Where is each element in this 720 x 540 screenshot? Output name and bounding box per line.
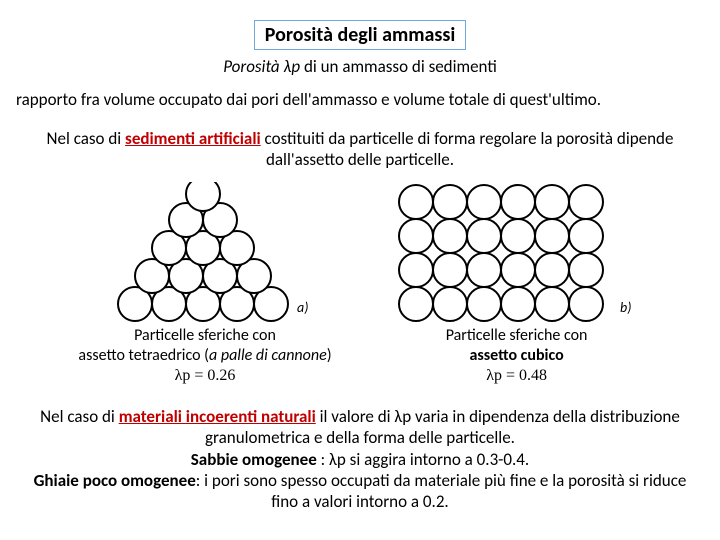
bottom-bold2: Sabbie omogenee [191, 449, 317, 470]
fig-a-line2-post: ) [327, 346, 332, 365]
para1-bold: sedimenti artificiali [125, 128, 261, 149]
figure-a-label: a) [297, 299, 308, 316]
bottom-mid2: : λp si aggira intorno a 0.3-0.4. [317, 449, 529, 470]
definition-text: rapporto fra volume occupato dai pori de… [12, 89, 708, 110]
page-title: Porosità degli ammassi [254, 20, 467, 50]
subtitle-suffix: di un ammasso di sedimenti [300, 56, 497, 77]
bottom-paragraph: Nel caso di materiali incoerenti natural… [12, 406, 708, 512]
figure-cubic: b) Particelle sferiche con assetto cubic… [392, 182, 642, 386]
bottom-bold1: materiali incoerenti naturali [119, 406, 316, 427]
para1-post: costituiti da particelle di forma regola… [261, 128, 674, 170]
fig-b-line1: Particelle sferiche con [446, 326, 588, 345]
figure-tetrahedral: a) Particelle sferiche con assetto tetra… [78, 182, 331, 386]
fig-a-line1: Particelle sferiche con [134, 326, 276, 345]
subtitle-prefix: Porosità [223, 56, 283, 77]
figure-b-caption: Particelle sferiche con assetto cubico λ… [446, 326, 588, 386]
subtitle: Porosità λp di un ammasso di sedimenti [12, 56, 708, 77]
subtitle-symbol: λp [283, 56, 300, 77]
bottom-bold3: Ghiaie poco omogenee [34, 470, 196, 491]
fig-a-line2-pre: assetto tetraedrico ( [78, 346, 209, 365]
fig-b-line2: assetto cubico [469, 346, 563, 365]
fig-b-lambda: λp = 0.48 [486, 367, 547, 384]
cubic-packing-diagram: b) [392, 182, 642, 322]
bottom-mid3: : i pori sono spesso occupati da materia… [196, 470, 687, 512]
para1-pre: Nel caso di [47, 128, 126, 149]
fig-a-lambda: λp = 0.26 [175, 367, 236, 384]
tetrahedral-packing-diagram: a) [95, 182, 315, 322]
figures-row: a) Particelle sferiche con assetto tetra… [12, 182, 708, 386]
bottom-pre: Nel caso di [40, 406, 119, 427]
figure-b-label: b) [620, 299, 631, 316]
paragraph-artificial: Nel caso di sedimenti artificiali costit… [12, 128, 708, 170]
fig-a-line2-it: a palle di cannone [209, 346, 327, 365]
figure-a-caption: Particelle sferiche con assetto tetraedr… [78, 326, 331, 386]
